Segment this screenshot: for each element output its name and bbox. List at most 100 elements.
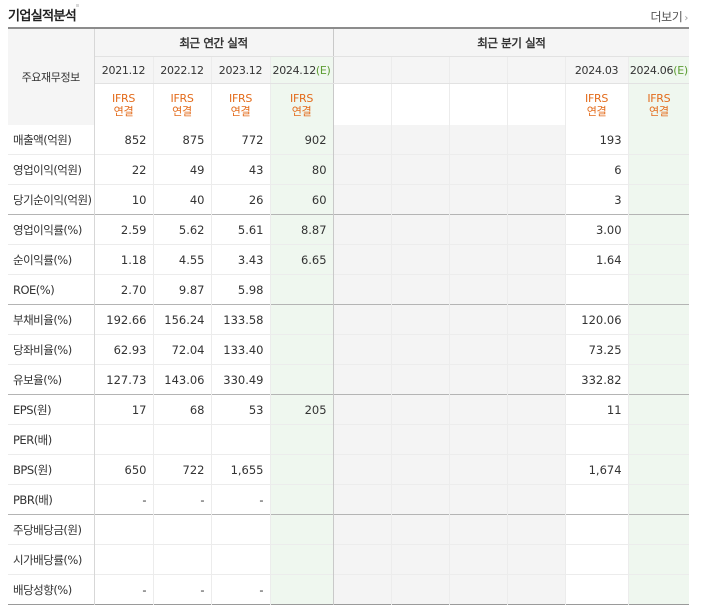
annual-value-cell: 10 [93,184,153,215]
annual-value-cell: 3.43 [210,244,270,275]
annual-value-cell [269,364,334,395]
quarter-empty-cell [448,154,508,185]
title-dot-decoration [76,4,79,7]
annual-value-cell: 62.93 [93,334,153,365]
annual-value-cell: 2.59 [93,214,153,245]
period-header: 2024.03 [564,56,629,84]
quarter-empty-cell [506,574,566,605]
quarter-empty-cell [506,424,566,455]
quarter-empty-cell [390,544,450,575]
quarter-empty-cell [332,424,392,455]
annual-value-cell: 650 [93,454,153,485]
annual-value-cell [152,424,211,455]
accounting-type-empty [448,83,508,125]
quarter-empty-cell [506,484,566,515]
quarter-empty-cell [390,364,450,395]
period-header: 2021.12 [93,56,153,84]
annual-value-cell: 17 [93,394,153,425]
financial-rows: 매출액(억원) 852 875 772 902 193 영업이익(억원) 22 49 43 80 6 당… [8,125,690,605]
annual-value-cell: 1,655 [210,454,270,485]
table-row: EPS(원) 17 68 53 205 11 [8,394,690,425]
annual-value-cell [269,424,334,455]
period-header: 2022.12 [152,56,211,84]
annual-value-cell: 133.40 [210,334,270,365]
quarter-value-cell: 1.64 [564,244,629,275]
row-label: 배당성향(%) [8,574,95,605]
quarter-empty-cell [332,394,392,425]
more-link[interactable]: 더보기 › [650,8,688,25]
annual-value-cell: 49 [152,154,211,185]
quarter-empty-cell [506,184,566,215]
quarter-value-cell: 3 [564,184,629,215]
quarter-empty-cell [332,304,392,335]
accounting-type-empty [390,83,450,125]
quarter-estimate-cell [627,454,690,485]
row-label: 유보율(%) [8,364,95,395]
row-label: 영업이익률(%) [8,214,95,245]
annual-value-cell: - [93,484,153,515]
annual-value-cell: - [152,484,211,515]
row-label: 당기순이익(억원) [8,184,95,215]
annual-value-cell: 22 [93,154,153,185]
quarter-value-cell: 1,674 [564,454,629,485]
quarter-empty-cell [332,274,392,305]
quarter-empty-cell [448,484,508,515]
quarter-empty-cell [332,574,392,605]
annual-value-cell: 5.98 [210,274,270,305]
annual-value-cell [93,514,153,545]
annual-value-cell: 72.04 [152,334,211,365]
quarter-value-cell: 332.82 [564,364,629,395]
annual-value-cell: 5.62 [152,214,211,245]
quarter-empty-cell [390,394,450,425]
quarter-value-cell [564,514,629,545]
table-row: BPS(원) 650 722 1,655 1,674 [8,454,690,485]
quarter-estimate-cell [627,244,690,275]
accounting-type: IFRS 연결 [269,83,334,125]
quarter-empty-cell [448,574,508,605]
annual-value-cell [269,574,334,605]
quarter-empty-cell [332,244,392,275]
quarter-empty-cell [448,454,508,485]
quarter-empty-cell [448,514,508,545]
quarter-empty-cell [506,394,566,425]
quarter-estimate-cell [627,364,690,395]
annual-value-cell: 8.87 [269,214,334,245]
row-label: 당좌비율(%) [8,334,95,365]
quarter-value-cell: 3.00 [564,214,629,245]
annual-value-cell [93,544,153,575]
annual-value-cell: 9.87 [152,274,211,305]
annual-value-cell [269,544,334,575]
annual-value-cell: 26 [210,184,270,215]
annual-value-cell: 772 [210,125,270,155]
annual-value-cell: 43 [210,154,270,185]
annual-value-cell: 205 [269,394,334,425]
quarter-empty-cell [448,334,508,365]
quarter-estimate-cell [627,514,690,545]
quarter-value-cell [564,274,629,305]
annual-value-cell [269,334,334,365]
annual-value-cell: 133.58 [210,304,270,335]
table-row: 배당성향(%) - - - [8,574,690,605]
quarter-value-cell: 120.06 [564,304,629,335]
quarter-empty-cell [448,544,508,575]
annual-value-cell: 68 [152,394,211,425]
quarter-empty-cell [390,184,450,215]
quarter-value-cell: 11 [564,394,629,425]
quarter-empty-cell [506,514,566,545]
annual-group-header: 최근 연간 실적 [94,28,334,57]
table-row: 유보율(%) 127.73 143.06 330.49 332.82 [8,364,690,395]
table-row: 순이익률(%) 1.18 4.55 3.43 6.65 1.64 [8,244,690,275]
accounting-type: IFRS 연결 [152,83,211,125]
quarter-empty-cell [390,274,450,305]
quarter-value-cell: 193 [564,125,629,155]
quarter-empty-cell [448,394,508,425]
quarter-estimate-cell [627,125,690,155]
financial-summary-table: 주요재무정보 최근 연간 실적 최근 분기 실적 2021.12 2022.12… [8,27,690,605]
accounting-type: IFRS 연결 [564,83,629,125]
quarter-empty-cell [390,244,450,275]
quarter-value-cell [564,544,629,575]
more-label: 더보기 [650,10,683,24]
quarter-estimate-cell [627,184,690,215]
annual-value-cell: 2.70 [93,274,153,305]
quarter-empty-cell [332,125,392,155]
